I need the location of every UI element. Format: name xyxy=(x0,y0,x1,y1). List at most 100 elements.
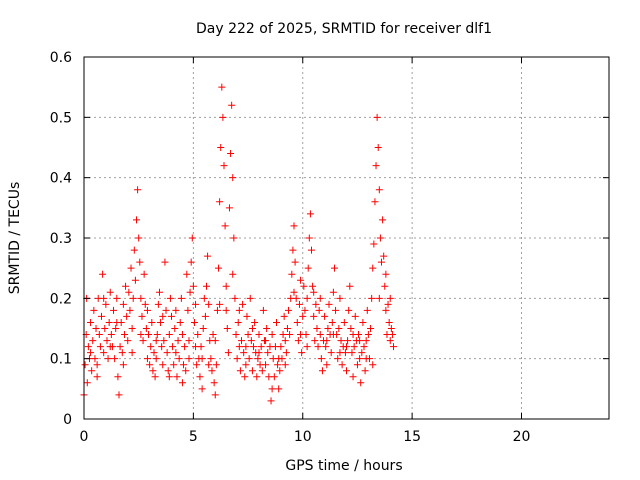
data-point xyxy=(227,150,235,158)
data-point xyxy=(111,355,119,363)
data-point xyxy=(147,343,155,351)
data-point xyxy=(364,331,372,339)
data-point xyxy=(285,306,293,314)
data-point xyxy=(104,355,112,363)
data-point xyxy=(81,361,89,369)
data-point xyxy=(149,367,157,375)
data-point xyxy=(172,349,180,357)
data-point xyxy=(222,306,230,314)
data-point xyxy=(113,294,121,302)
data-point xyxy=(83,379,91,387)
x-tick-label: 5 xyxy=(189,429,198,445)
data-point xyxy=(343,343,350,351)
data-point xyxy=(203,282,210,290)
data-point xyxy=(230,234,238,242)
data-point xyxy=(190,318,198,326)
data-point xyxy=(254,355,262,363)
data-point xyxy=(88,367,96,375)
data-point xyxy=(262,361,270,369)
data-point xyxy=(184,306,192,314)
data-point xyxy=(168,312,175,320)
data-point xyxy=(238,337,245,345)
data-point xyxy=(330,264,338,272)
data-point xyxy=(229,270,237,278)
data-point xyxy=(222,282,230,290)
data-point xyxy=(110,306,118,314)
data-point xyxy=(329,331,337,339)
data-point xyxy=(350,343,358,351)
y-tick-label: 0.6 xyxy=(50,50,72,66)
data-point xyxy=(193,361,201,369)
data-point xyxy=(378,258,385,266)
data-points xyxy=(80,83,398,405)
data-point xyxy=(334,355,342,363)
data-point xyxy=(267,397,275,405)
data-point xyxy=(101,325,109,332)
data-point xyxy=(246,294,254,302)
data-point xyxy=(363,306,371,314)
data-point xyxy=(314,343,322,351)
data-point xyxy=(367,325,375,332)
data-point xyxy=(268,331,276,339)
data-point xyxy=(95,331,103,339)
data-point xyxy=(293,318,301,326)
data-point xyxy=(312,300,320,308)
x-axis-label: GPS time / hours xyxy=(285,458,402,474)
data-point xyxy=(133,216,140,224)
data-point xyxy=(382,306,390,314)
data-point xyxy=(368,294,376,302)
data-point xyxy=(163,349,171,357)
data-point xyxy=(255,349,263,357)
data-point xyxy=(317,355,325,363)
data-point xyxy=(329,288,337,296)
data-point xyxy=(241,373,249,381)
data-point xyxy=(336,349,344,357)
data-point xyxy=(225,204,233,212)
data-point xyxy=(349,331,357,339)
data-point xyxy=(127,264,135,272)
data-point xyxy=(204,252,212,260)
data-point xyxy=(201,312,209,320)
data-point xyxy=(116,343,124,351)
data-point xyxy=(248,325,256,332)
data-point xyxy=(221,222,229,230)
data-point xyxy=(262,337,270,345)
data-point xyxy=(183,270,191,278)
data-point xyxy=(340,318,348,326)
data-point xyxy=(100,349,108,357)
data-point xyxy=(273,318,280,326)
data-point xyxy=(205,300,213,308)
data-point xyxy=(165,373,173,381)
data-point xyxy=(386,337,394,345)
data-point xyxy=(100,294,108,302)
data-point xyxy=(301,306,309,314)
data-point xyxy=(286,331,294,339)
axis-ticks: 0 0.1 0.2 0.3 0.4 0.5 0.6 0 5 10 15 20 xyxy=(50,50,609,445)
data-point xyxy=(283,325,291,332)
data-point xyxy=(197,343,205,351)
y-tick-label: 0.1 xyxy=(50,352,72,368)
data-point xyxy=(138,312,146,320)
data-point xyxy=(361,367,369,375)
data-point xyxy=(288,270,296,278)
data-point xyxy=(290,288,298,296)
data-point xyxy=(305,234,313,242)
data-point xyxy=(129,294,137,302)
data-point xyxy=(263,325,271,332)
data-point xyxy=(336,294,344,302)
data-point xyxy=(315,306,323,314)
data-point xyxy=(338,361,346,369)
data-point xyxy=(373,113,381,121)
data-point xyxy=(93,361,101,369)
data-point xyxy=(303,294,311,302)
data-point xyxy=(275,355,283,363)
data-point xyxy=(322,343,330,351)
data-point xyxy=(166,294,174,302)
data-point xyxy=(259,306,267,314)
data-point xyxy=(223,325,231,332)
data-point xyxy=(343,367,350,375)
data-point xyxy=(164,367,172,375)
data-point xyxy=(324,325,332,332)
data-point xyxy=(277,343,285,351)
data-point xyxy=(186,288,194,296)
